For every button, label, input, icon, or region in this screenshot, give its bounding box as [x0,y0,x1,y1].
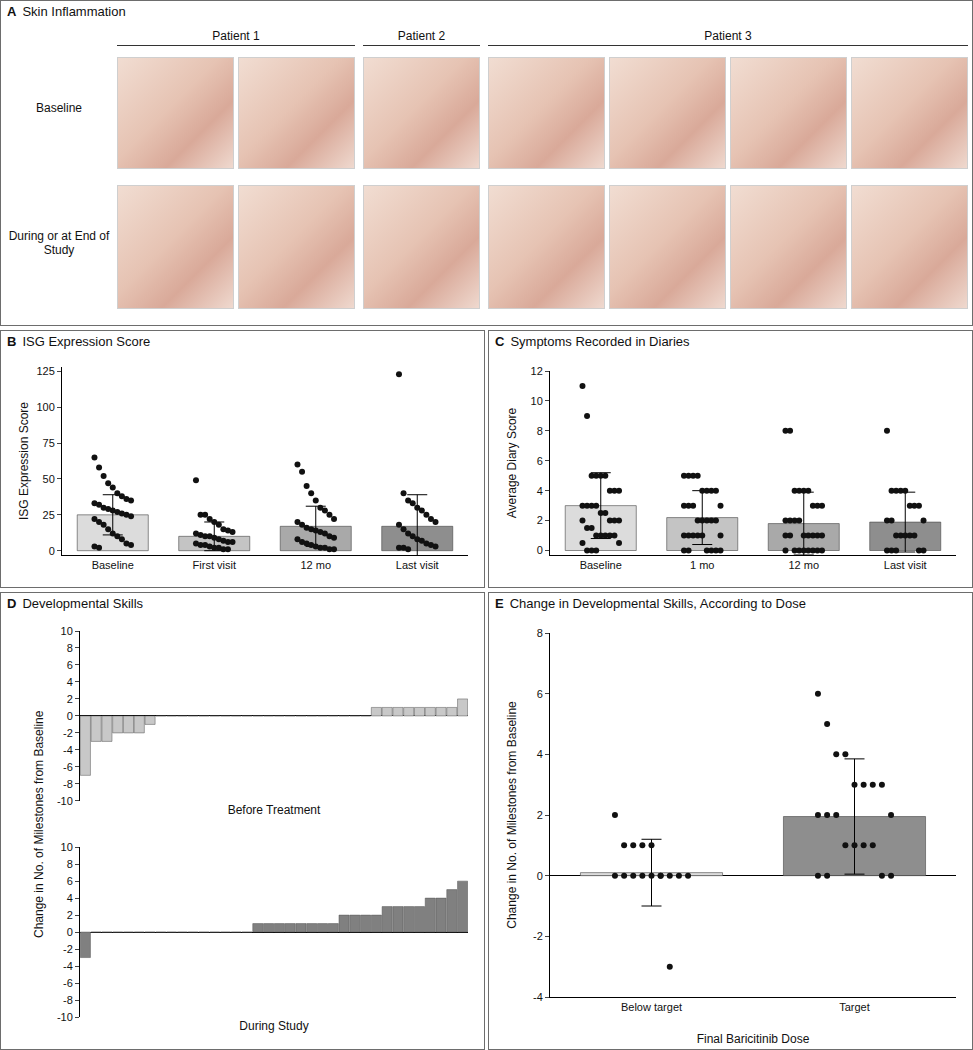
svg-text:ISG Expression Score: ISG Expression Score [17,402,31,520]
html-text:D Developmental Skills: D Developmental Skills [7,596,144,611]
html-text:Patient 2: Patient 2 [397,29,446,43]
svg-text:8: 8 [537,627,543,639]
svg-text:100: 100 [36,401,54,413]
html-text:E Change in Developmental Skil: E Change in Developmental Skills, Accord… [495,596,806,611]
svg-text:4: 4 [67,676,73,688]
svg-text:-4: -4 [533,991,543,1003]
svg-text:0: 0 [537,544,543,556]
html-text:Baseline: Baseline [36,101,82,115]
svg-text:-6: -6 [63,977,73,989]
svg-text:12 mo: 12 mo [788,559,819,571]
svg-text:-8: -8 [63,778,73,790]
svg-text:4: 4 [537,748,543,760]
svg-text:6: 6 [537,688,543,700]
svg-text:8: 8 [537,425,543,437]
svg-text:Baseline: Baseline [580,559,622,571]
svg-text:0: 0 [537,870,543,882]
html-text:A Skin Inflammation: A Skin Inflammation [7,4,126,19]
svg-text:2: 2 [537,809,543,821]
svg-text:-10: -10 [57,795,73,807]
svg-text:6: 6 [67,659,73,671]
svg-text:0: 0 [49,545,55,557]
svg-text:First visit: First visit [193,559,236,571]
svg-text:During Study: During Study [239,1019,308,1033]
svg-text:25: 25 [43,509,55,521]
svg-text:Last visit: Last visit [884,559,927,571]
svg-text:8: 8 [67,642,73,654]
svg-text:-6: -6 [63,761,73,773]
svg-text:-2: -2 [63,943,73,955]
svg-text:6: 6 [67,875,73,887]
html-text:Patient 1: Patient 1 [212,29,260,43]
svg-text:4: 4 [537,485,543,497]
svg-text:4: 4 [67,892,73,904]
html-text:During or at End of Study: During or at End of Study [8,229,110,257]
svg-text:-2: -2 [533,930,543,942]
svg-text:Below target: Below target [621,1001,682,1013]
svg-text:75: 75 [43,437,55,449]
svg-text:Average Diary Score: Average Diary Score [505,407,519,518]
svg-text:Change in No. of Milestones fr: Change in No. of Milestones from Baselin… [32,710,46,938]
svg-text:-4: -4 [63,960,73,972]
svg-text:-2: -2 [63,727,73,739]
svg-text:10: 10 [61,841,73,853]
svg-text:125: 125 [36,365,54,377]
svg-text:1 mo: 1 mo [690,559,714,571]
svg-text:6: 6 [537,455,543,467]
svg-text:Baseline: Baseline [92,559,134,571]
html-text:Patient 3: Patient 3 [704,29,752,43]
svg-text:Final Baricitinib Dose: Final Baricitinib Dose [697,1032,810,1046]
svg-text:12 mo: 12 mo [300,559,331,571]
svg-text:2: 2 [537,514,543,526]
svg-text:Before Treatment: Before Treatment [228,803,321,817]
svg-text:50: 50 [43,473,55,485]
svg-text:10: 10 [531,395,543,407]
svg-text:Last visit: Last visit [396,559,439,571]
svg-text:8: 8 [67,858,73,870]
html-text:B ISG Expression Score: B ISG Expression Score [7,334,151,349]
svg-text:Target: Target [839,1001,870,1013]
svg-text:12: 12 [531,365,543,377]
svg-text:0: 0 [67,926,73,938]
svg-text:-4: -4 [63,744,73,756]
svg-text:2: 2 [67,909,73,921]
svg-text:0: 0 [67,710,73,722]
svg-text:Change in No. of Milestones fr: Change in No. of Milestones from Baselin… [505,701,519,929]
svg-text:-8: -8 [63,994,73,1006]
html-text:C Symptoms Recorded in Diaries: C Symptoms Recorded in Diaries [495,334,690,349]
svg-text:2: 2 [67,693,73,705]
svg-text:-10: -10 [57,1011,73,1023]
svg-text:10: 10 [61,625,73,637]
